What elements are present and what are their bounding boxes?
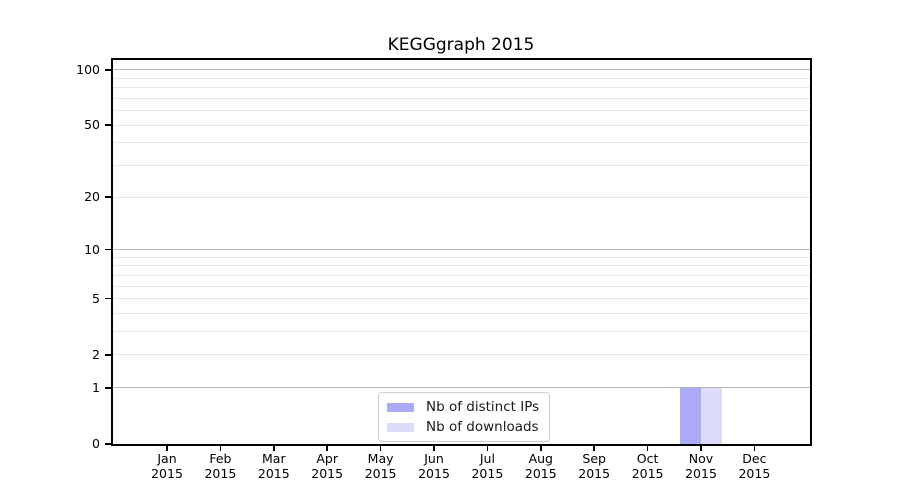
y-tick-mark-5 bbox=[105, 297, 112, 300]
y-tick-mark-20 bbox=[105, 196, 112, 198]
x-tick-label-line: 2015 bbox=[364, 466, 397, 481]
gridline-y-20 bbox=[113, 196, 810, 198]
gridline-y-8 bbox=[113, 265, 810, 267]
gridline-y-6 bbox=[113, 285, 810, 287]
gridline-y-80 bbox=[113, 87, 810, 89]
y-tick-label-0: 0 bbox=[92, 436, 100, 451]
x-tick-label-line: Jun bbox=[424, 451, 444, 466]
x-tick-label-line: Apr bbox=[316, 451, 338, 466]
x-tick-label-line: Aug bbox=[528, 451, 553, 466]
gridline-y-7 bbox=[113, 274, 810, 276]
x-tick-label-line: Jan bbox=[157, 451, 177, 466]
legend: Nb of distinct IPs Nb of downloads bbox=[378, 392, 551, 442]
x-tick-label-apr-2015: Apr 2015 bbox=[297, 451, 357, 481]
x-tick-label-line: 2015 bbox=[311, 466, 344, 481]
gridline-y-30 bbox=[113, 165, 810, 167]
x-tick-label-jan-2015: Jan 2015 bbox=[137, 451, 197, 481]
gridline-y-3 bbox=[113, 331, 810, 333]
y-tick-mark-100 bbox=[105, 69, 112, 71]
x-tick-label-line: Sep bbox=[582, 451, 606, 466]
gridline-y-10 bbox=[113, 249, 810, 251]
gridline-y-90 bbox=[113, 77, 810, 79]
gridline-y-70 bbox=[113, 97, 810, 99]
x-tick-label-line: 2015 bbox=[418, 466, 450, 481]
x-tick-label-mar-2015: Mar 2015 bbox=[244, 451, 304, 481]
x-tick-mark-9 bbox=[593, 446, 595, 451]
gridline-y-9 bbox=[113, 256, 810, 258]
x-tick-label-line: 2015 bbox=[524, 466, 557, 481]
x-tick-label-line: Dec bbox=[742, 451, 767, 466]
x-tick-mark-1 bbox=[166, 446, 168, 451]
gridline-y-60 bbox=[113, 110, 810, 112]
x-tick-label-line: 2015 bbox=[685, 466, 717, 481]
y-tick-mark-1 bbox=[105, 387, 112, 389]
x-tick-label-line: 2015 bbox=[257, 466, 290, 481]
x-tick-label-may-2015: May 2015 bbox=[351, 451, 411, 481]
x-tick-label-line: Jul bbox=[479, 451, 495, 466]
x-tick-mark-5 bbox=[379, 446, 382, 451]
gridline-y-50 bbox=[113, 124, 810, 126]
x-tick-mark-8 bbox=[540, 446, 542, 451]
y-tick-mark-50 bbox=[105, 124, 112, 126]
plot-area bbox=[113, 60, 810, 444]
legend-label-nb-of-downloads: Nb of downloads bbox=[426, 419, 539, 435]
y-tick-label-20: 20 bbox=[84, 189, 100, 205]
y-tick-label-1: 1 bbox=[92, 379, 100, 395]
x-tick-label-sep-2015: Sep 2015 bbox=[564, 451, 624, 481]
x-tick-label-line: 2015 bbox=[738, 466, 771, 481]
gridline-y-5 bbox=[113, 298, 810, 300]
legend-entry-nb-of-downloads: Nb of downloads bbox=[387, 419, 539, 435]
x-tick-label-line: Mar bbox=[262, 451, 286, 466]
legend-swatch-nb-of-distinct-ips bbox=[387, 402, 414, 412]
x-tick-label-line: May bbox=[367, 451, 394, 466]
x-tick-label-aug-2015: Aug 2015 bbox=[511, 451, 571, 481]
x-tick-mark-2 bbox=[219, 446, 222, 451]
x-tick-label-line: 2015 bbox=[204, 466, 237, 481]
y-tick-mark-10 bbox=[105, 248, 112, 251]
y-tick-mark-2 bbox=[105, 354, 112, 356]
y-tick-label-50: 50 bbox=[84, 117, 100, 133]
y-tick-label-2: 2 bbox=[92, 346, 100, 362]
x-tick-label-jun-2015: Jun 2015 bbox=[404, 451, 464, 481]
x-tick-label-line: Nov bbox=[688, 451, 714, 466]
gridline-y-4 bbox=[113, 313, 810, 314]
x-tick-mark-4 bbox=[326, 446, 328, 451]
y-tick-label-100: 100 bbox=[76, 61, 100, 77]
x-tick-mark-10 bbox=[646, 446, 649, 451]
y-tick-label-5: 5 bbox=[92, 290, 100, 306]
x-tick-mark-12 bbox=[753, 446, 756, 451]
y-tick-mark-0 bbox=[105, 443, 112, 445]
legend-entry-nb-of-distinct-ips: Nb of distinct IPs bbox=[387, 399, 539, 415]
x-tick-label-line: Oct bbox=[636, 451, 659, 466]
x-tick-label-jul-2015: Jul 2015 bbox=[457, 451, 517, 481]
x-tick-label-dec-2015: Dec 2015 bbox=[724, 451, 784, 481]
x-tick-label-line: 2015 bbox=[471, 466, 504, 481]
x-tick-mark-6 bbox=[433, 446, 435, 451]
y-tick-label-10: 10 bbox=[84, 241, 100, 257]
x-tick-mark-7 bbox=[486, 446, 489, 451]
gridline-y-1 bbox=[113, 387, 810, 389]
gridline-y-100 bbox=[113, 69, 810, 71]
x-tick-label-line: 2015 bbox=[631, 466, 664, 481]
x-tick-label-line: 2015 bbox=[578, 466, 611, 481]
x-tick-mark-11 bbox=[700, 446, 702, 451]
legend-label-nb-of-distinct-ips: Nb of distinct IPs bbox=[426, 399, 540, 415]
bar-nb-of-downloads-nov-2015 bbox=[701, 387, 722, 444]
gridline-y-40 bbox=[113, 142, 810, 144]
bar-nb-of-distinct-ips-nov-2015 bbox=[680, 387, 701, 444]
chart-title: KEGGgraph 2015 bbox=[387, 35, 535, 55]
legend-swatch-nb-of-downloads bbox=[387, 422, 414, 432]
x-tick-label-feb-2015: Feb 2015 bbox=[190, 451, 250, 481]
x-tick-label-line: Feb bbox=[209, 451, 232, 466]
x-tick-label-nov-2015: Nov 2015 bbox=[671, 451, 731, 481]
x-tick-mark-3 bbox=[273, 446, 275, 451]
gridline-y-2 bbox=[113, 354, 810, 356]
x-tick-label-line: 2015 bbox=[151, 466, 183, 481]
x-tick-label-oct-2015: Oct 2015 bbox=[618, 451, 678, 481]
